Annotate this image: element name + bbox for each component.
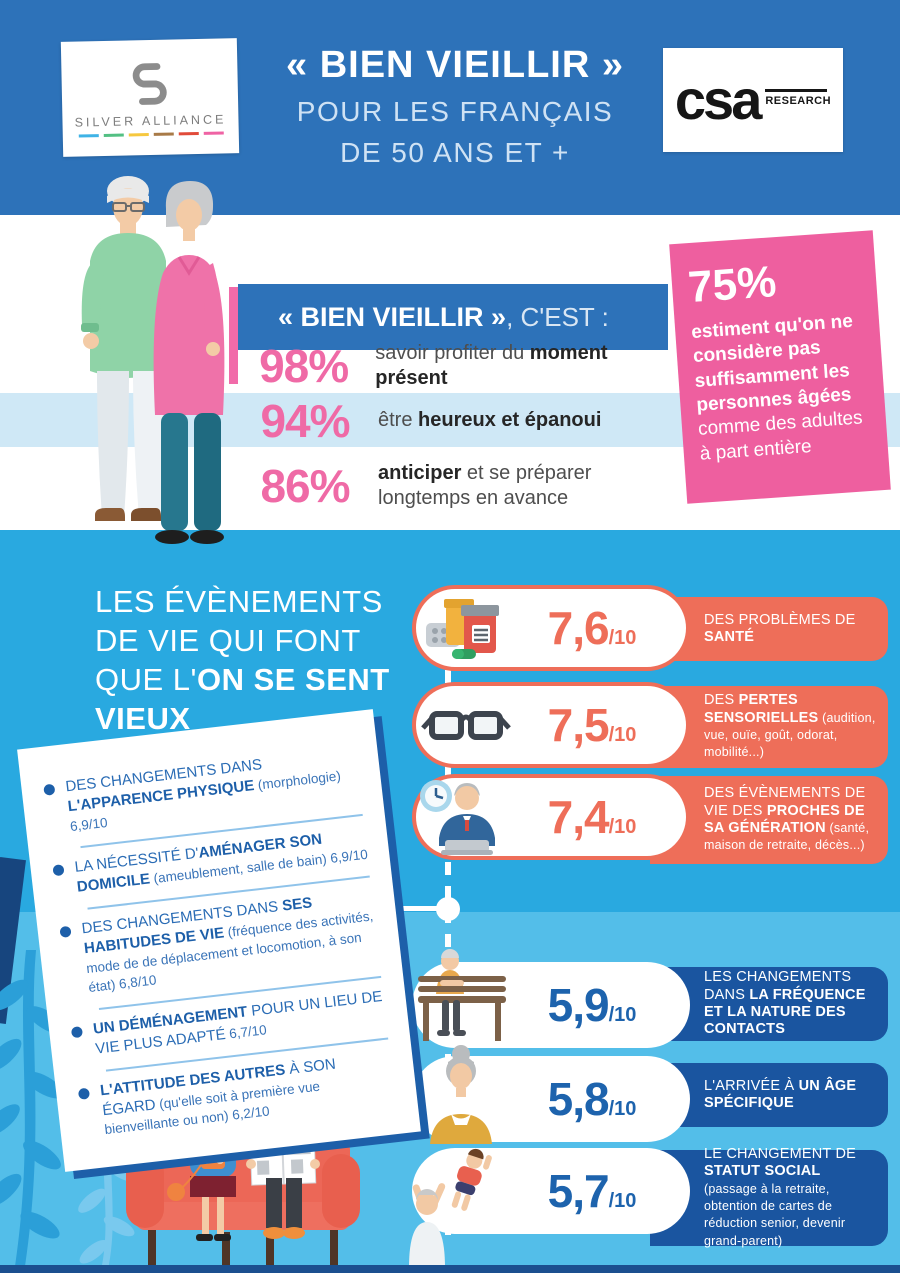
pill-score: 7,5/10 xyxy=(547,699,637,751)
rainbow-underline xyxy=(78,131,224,138)
elderly-couple-illustration xyxy=(81,176,225,544)
bullet-icon xyxy=(43,783,56,796)
pink-box-value: 75% xyxy=(686,257,778,313)
elderly-woman-icon xyxy=(412,1045,508,1144)
pill-pertes-sensorielles: 7,5/10 xyxy=(412,682,690,768)
csa-logo-text: csa xyxy=(674,68,762,132)
glasses-icon xyxy=(416,686,512,764)
pill-label-statut-social: LE CHANGEMENT DE STATUT SOCIAL (passage … xyxy=(650,1146,888,1248)
pill-age-specifique: 5,8/10 xyxy=(412,1045,690,1144)
bullet-icon xyxy=(52,864,65,877)
silver-alliance-logo-card: SILVER ALLIANCE xyxy=(60,38,240,157)
stat-description: être heureux et épanoui xyxy=(378,409,602,431)
pill-label-contacts: LES CHANGEMENTS DANS LA FRÉQUENCE ET LA … xyxy=(650,967,888,1041)
timeline-horizontal-line xyxy=(382,906,440,911)
stat-row-86: 86% anticiper et se préparer longtemps e… xyxy=(248,450,678,522)
medicine-icon xyxy=(416,589,512,667)
stat-description: anticiper et se préparer longtemps en av… xyxy=(378,462,592,509)
stat-value: 86% xyxy=(260,460,350,512)
csa-research-logo-card: csa RESEARCH xyxy=(663,48,843,152)
pill-score: 5,9/10 xyxy=(547,979,637,1031)
csa-research-label: RESEARCH xyxy=(765,89,831,107)
pill-sante: 7,6/10 xyxy=(412,585,690,671)
stat-value: 98% xyxy=(259,340,349,392)
title-line-3: DE 50 ANS ET + xyxy=(340,137,570,168)
pill-score: 5,8/10 xyxy=(547,1073,637,1125)
silver-alliance-mark-icon xyxy=(132,62,167,105)
bullet-icon xyxy=(77,1087,91,1100)
pink-highlight-box: 75% estiment qu'on ne considère pas suff… xyxy=(669,230,891,504)
silver-alliance-logo-text: SILVER ALLIANCE xyxy=(74,112,227,130)
pill-contacts: 5,9/10 xyxy=(412,949,690,1048)
bottom-edge-strip xyxy=(0,1265,900,1273)
page-title: « BIEN VIEILLIR » POUR LES FRANÇAIS DE 5… xyxy=(262,44,648,169)
title-line-1: « BIEN VIEILLIR » xyxy=(286,44,624,86)
bullet-icon xyxy=(59,925,72,938)
pink-accent-ribbon xyxy=(229,287,238,384)
stat-row-98: 98% savoir profiter du moment présent xyxy=(248,338,678,394)
csa-logo-line xyxy=(765,89,828,92)
stat-description: savoir profiter du moment présent xyxy=(375,342,608,389)
pill-proches-generation: 7,4/10 xyxy=(412,774,690,860)
events-section-heading: LES ÉVÈNEMENTS DE VIE QUI FONT QUE L'ON … xyxy=(95,584,390,737)
pill-statut-social: 5,7/10 xyxy=(409,1148,690,1268)
bullet-icon xyxy=(70,1026,84,1039)
stat-row-94: 94% être heureux et épanoui xyxy=(248,394,678,447)
section-bar-bien-vieillir-cest: « BIEN VIEILLIR », C'EST : xyxy=(238,284,668,350)
stat-value: 94% xyxy=(260,394,350,447)
man-on-bench-icon xyxy=(412,949,508,1048)
life-events-card: DES CHANGEMENTS DANS L'APPARENCE PHYSIQU… xyxy=(17,709,421,1173)
pink-box-text: estiment qu'on ne considère pas suffisam… xyxy=(690,310,864,465)
pill-score: 5,7/10 xyxy=(547,1165,637,1217)
pill-score: 7,6/10 xyxy=(547,602,637,654)
pill-label-age-specifique: L'ARRIVÉE À UN ÂGE SPÉCIFIQUE xyxy=(650,1063,888,1127)
title-line-2: POUR LES FRANÇAIS xyxy=(296,96,614,127)
pill-score: 7,4/10 xyxy=(547,791,637,843)
bar-title-bold: « BIEN VIEILLIR » xyxy=(278,301,507,332)
bar-title-rest: , C'EST : xyxy=(506,301,609,332)
timeline-dot xyxy=(436,897,460,921)
senior-with-laptop-icon xyxy=(416,778,512,856)
grandparent-child-icon xyxy=(409,1148,508,1268)
